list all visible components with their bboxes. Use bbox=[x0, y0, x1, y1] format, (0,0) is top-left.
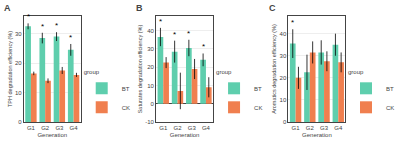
svg-text:40: 40 bbox=[280, 31, 287, 37]
svg-text:*: * bbox=[291, 18, 294, 27]
svg-text:CK: CK bbox=[254, 105, 262, 111]
svg-text:group: group bbox=[84, 69, 100, 75]
svg-text:G1: G1 bbox=[292, 125, 301, 131]
svg-text:G1: G1 bbox=[27, 125, 36, 131]
svg-text:*: * bbox=[159, 17, 162, 26]
svg-text:BT: BT bbox=[254, 86, 262, 92]
svg-text:0: 0 bbox=[283, 119, 287, 125]
svg-text:30: 30 bbox=[147, 46, 154, 52]
svg-text:Generation: Generation bbox=[302, 132, 332, 138]
svg-text:Generation: Generation bbox=[170, 132, 200, 138]
svg-text:30: 30 bbox=[15, 31, 22, 37]
svg-text:*: * bbox=[41, 22, 44, 31]
svg-text:G4: G4 bbox=[202, 125, 211, 131]
svg-text:G4: G4 bbox=[70, 125, 79, 131]
svg-text:C: C bbox=[269, 3, 276, 13]
svg-text:Saturates degradation efficien: Saturates degradation efficiency (%) bbox=[137, 25, 143, 114]
svg-text:10: 10 bbox=[147, 83, 154, 89]
svg-text:G2: G2 bbox=[306, 125, 315, 131]
svg-text:Generation: Generation bbox=[37, 132, 67, 138]
svg-text:CK: CK bbox=[386, 105, 394, 111]
svg-text:20: 20 bbox=[147, 64, 154, 70]
svg-text:*: * bbox=[27, 12, 30, 21]
svg-text:BT: BT bbox=[122, 86, 130, 92]
svg-text:group: group bbox=[348, 69, 364, 75]
svg-text:10: 10 bbox=[15, 90, 22, 96]
svg-text:G1: G1 bbox=[159, 125, 168, 131]
svg-text:20: 20 bbox=[15, 60, 22, 66]
svg-text:30: 30 bbox=[280, 53, 287, 59]
svg-text:-10: -10 bbox=[145, 119, 154, 125]
svg-text:*: * bbox=[202, 42, 205, 51]
svg-text:G4: G4 bbox=[334, 125, 343, 131]
svg-text:0: 0 bbox=[18, 119, 22, 125]
svg-text:*: * bbox=[187, 29, 190, 38]
svg-text:B: B bbox=[136, 3, 143, 13]
svg-text:*: * bbox=[55, 21, 58, 30]
svg-text:TPH degradation efficiency (%): TPH degradation efficiency (%) bbox=[7, 31, 13, 107]
svg-text:G2: G2 bbox=[173, 125, 182, 131]
svg-text:0: 0 bbox=[151, 101, 155, 107]
svg-text:A: A bbox=[4, 3, 11, 13]
svg-text:CK: CK bbox=[122, 105, 130, 111]
svg-text:G3: G3 bbox=[188, 125, 197, 131]
svg-text:G3: G3 bbox=[55, 125, 64, 131]
svg-text:group: group bbox=[216, 69, 232, 75]
svg-text:*: * bbox=[69, 33, 72, 42]
svg-text:G3: G3 bbox=[320, 125, 329, 131]
svg-text:20: 20 bbox=[280, 75, 287, 81]
svg-text:40: 40 bbox=[147, 28, 154, 34]
svg-text:*: * bbox=[173, 30, 176, 39]
svg-text:G2: G2 bbox=[41, 125, 50, 131]
svg-text:Aromatics degradation efficien: Aromatics degradation efficiency (%) bbox=[271, 24, 277, 114]
svg-text:BT: BT bbox=[386, 86, 394, 92]
svg-text:10: 10 bbox=[280, 97, 287, 103]
